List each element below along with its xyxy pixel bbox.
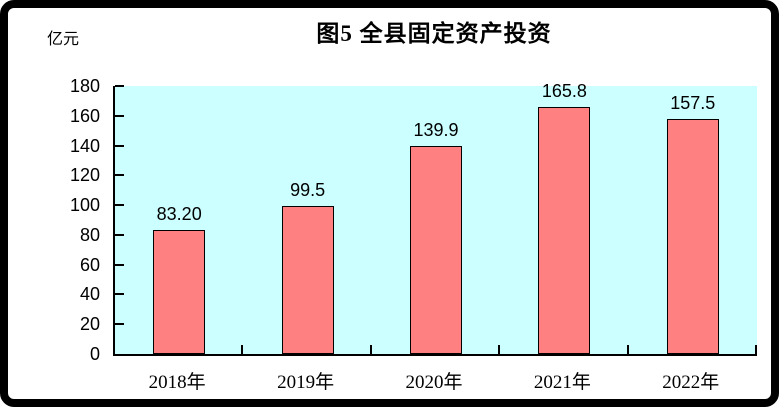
y-axis-tick-label: 80: [79, 224, 100, 245]
x-axis-category-label: 2018年: [148, 372, 206, 393]
y-axis-tick-label: 60: [79, 254, 100, 275]
bar-value-label: 99.5: [290, 180, 326, 200]
bar-2020年: [410, 146, 462, 354]
bar-2021年: [538, 107, 590, 354]
bar-value-label: 157.5: [670, 93, 716, 113]
bar-2018年: [153, 230, 205, 354]
bar-2022年: [667, 119, 719, 354]
x-axis-boundary-tick: [241, 345, 243, 354]
bar-value-label: 165.8: [541, 81, 587, 101]
plot-area: 83.20 99.5 139.9 165.8 157.5: [113, 82, 757, 356]
bar-2019年: [282, 206, 334, 354]
y-axis-tick-label: 120: [69, 165, 100, 186]
y-axis-tick-label: 100: [69, 195, 100, 216]
y-axis-tick: [115, 263, 124, 266]
y-axis-tick: [115, 114, 124, 117]
x-axis-category-label: 2019年: [277, 372, 335, 393]
y-axis-tick: [115, 323, 124, 326]
y-axis-tick: [115, 85, 124, 87]
y-axis-tick-label: 0: [89, 344, 100, 364]
y-axis-tick: [115, 293, 124, 296]
y-axis-tick: [115, 233, 124, 236]
chart-title: 图5 全县固定资产投资: [316, 21, 552, 46]
x-axis-boundary-tick: [755, 345, 757, 354]
bar-value-label: 139.9: [413, 120, 459, 140]
x-axis-boundary-tick: [498, 345, 500, 354]
y-axis-unit-label: 亿元: [47, 31, 80, 48]
y-axis-tick-label: 160: [69, 105, 100, 126]
x-axis-category-label: 2021年: [533, 372, 591, 393]
y-axis-tick: [115, 204, 124, 207]
x-axis-category-label: 2020年: [405, 372, 463, 393]
y-axis-tick: [115, 144, 124, 147]
y-axis-tick-label: 40: [79, 284, 100, 305]
x-axis-boundary-tick: [627, 345, 629, 354]
x-axis-boundary-tick: [370, 345, 372, 354]
y-axis-tick-label: 140: [69, 135, 100, 156]
x-axis-category-label: 2022年: [662, 372, 720, 393]
y-axis-tick: [115, 174, 124, 177]
y-axis-tick-label: 180: [69, 76, 100, 96]
y-axis-tick-label: 20: [79, 314, 100, 335]
bar-value-label: 83.20: [156, 204, 202, 224]
